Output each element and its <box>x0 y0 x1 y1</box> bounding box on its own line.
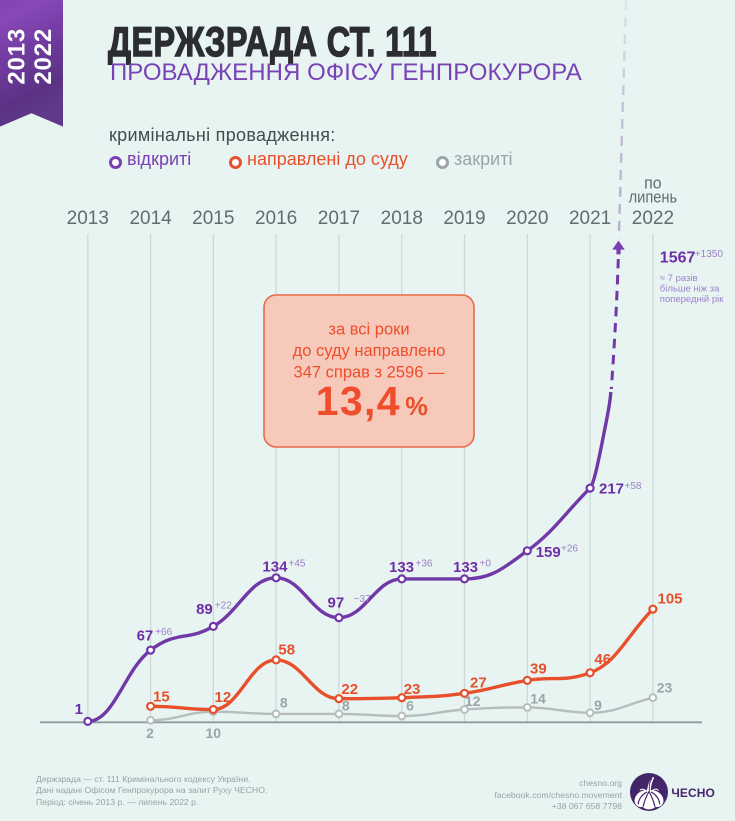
svg-text:10: 10 <box>206 725 222 741</box>
svg-text:22: 22 <box>341 681 358 698</box>
svg-text:8: 8 <box>280 694 288 710</box>
svg-text:105: 105 <box>658 591 683 608</box>
svg-text:1: 1 <box>75 701 83 718</box>
svg-text:за всі роки: за всі роки <box>328 321 409 339</box>
svg-text:2019: 2019 <box>443 208 485 229</box>
svg-text:2014: 2014 <box>129 208 172 229</box>
svg-text:39: 39 <box>530 661 547 678</box>
svg-text:58: 58 <box>278 642 295 659</box>
svg-text:23: 23 <box>657 680 673 696</box>
svg-text:6: 6 <box>406 697 414 713</box>
svg-text:≈ 7 разів: ≈ 7 разів <box>660 273 698 284</box>
svg-text:9: 9 <box>594 697 602 713</box>
svg-text:133: 133 <box>453 559 478 576</box>
svg-text:97: 97 <box>328 594 345 611</box>
svg-text:2021: 2021 <box>569 208 611 229</box>
svg-text:2017: 2017 <box>318 208 360 229</box>
svg-text:+45: +45 <box>289 558 306 569</box>
svg-text:67: 67 <box>137 627 154 644</box>
svg-text:більше ніж за: більше ніж за <box>660 284 720 295</box>
svg-text:+26: +26 <box>561 544 578 555</box>
svg-text:+22: +22 <box>215 600 232 611</box>
svg-text:23: 23 <box>404 681 421 698</box>
svg-text:347 справ з 2596 —: 347 справ з 2596 — <box>294 364 445 382</box>
svg-text:2: 2 <box>146 725 154 741</box>
svg-text:15: 15 <box>153 689 170 706</box>
svg-text:2020: 2020 <box>506 208 548 229</box>
svg-text:8: 8 <box>342 697 350 713</box>
svg-text:до суду направлено: до суду направлено <box>293 342 446 360</box>
svg-text:2015: 2015 <box>192 208 234 229</box>
svg-text:2013: 2013 <box>4 28 31 85</box>
svg-text:+66: +66 <box>155 627 172 638</box>
svg-text:133: 133 <box>389 559 414 576</box>
svg-text:+1350: +1350 <box>695 249 724 260</box>
svg-text:2013: 2013 <box>67 208 109 229</box>
svg-text:89: 89 <box>196 601 213 618</box>
svg-text:+0: +0 <box>480 559 492 570</box>
svg-text:134: 134 <box>262 559 288 576</box>
svg-text:27: 27 <box>470 675 487 692</box>
svg-text:+36: +36 <box>416 559 433 570</box>
svg-text:1567: 1567 <box>660 249 696 266</box>
svg-text:ЧЕСНО: ЧЕСНО <box>671 786 715 800</box>
svg-text:+58: +58 <box>625 481 642 492</box>
svg-text:2022: 2022 <box>30 28 57 85</box>
svg-text:по: по <box>644 174 662 192</box>
svg-text:159: 159 <box>536 544 561 561</box>
svg-text:12: 12 <box>465 693 481 709</box>
svg-text:попередній рік: попередній рік <box>660 294 724 305</box>
svg-text:14: 14 <box>530 690 546 706</box>
svg-text:13,4: 13,4 <box>316 378 401 424</box>
svg-text:−37: −37 <box>354 594 371 605</box>
svg-text:липень: липень <box>629 188 678 206</box>
svg-text:2016: 2016 <box>255 208 297 229</box>
svg-text:2022: 2022 <box>632 208 674 229</box>
svg-text:46: 46 <box>594 651 611 668</box>
svg-text:2018: 2018 <box>381 208 423 229</box>
svg-text:12: 12 <box>215 689 232 706</box>
svg-text:%: % <box>405 393 428 421</box>
svg-text:217: 217 <box>599 481 624 498</box>
